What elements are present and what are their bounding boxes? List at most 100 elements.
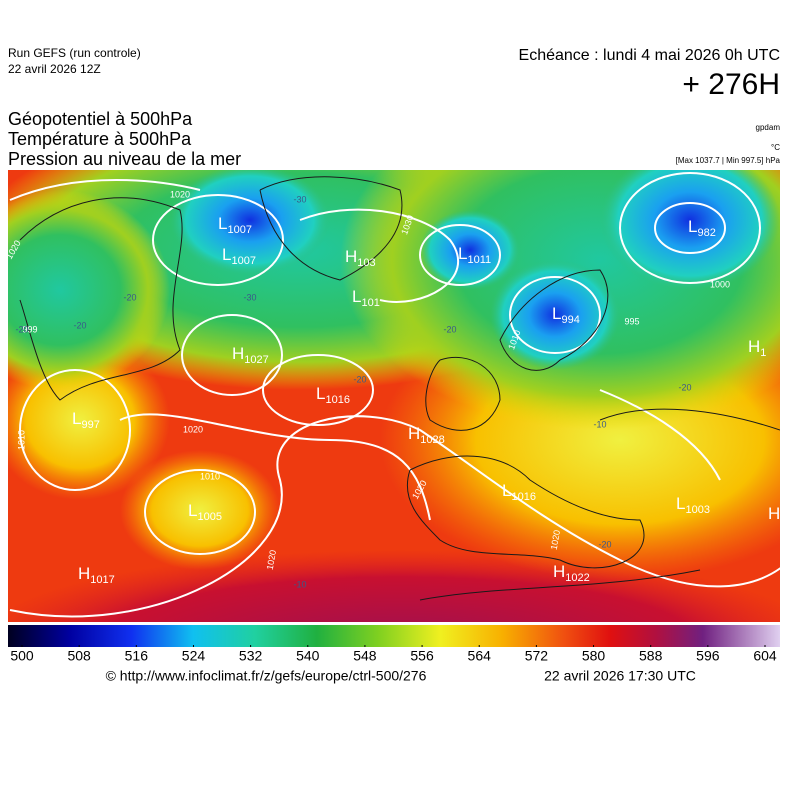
unit: [Max 1037.7 | Min 997.5] hPa [676,156,781,165]
center-value: 1007 [227,224,251,236]
pressure-center: L982 [688,217,716,238]
center-letter: H [408,424,420,443]
isobar-label: 1020 [170,189,190,199]
pressure-center: L994 [552,304,580,325]
pressure-center: L1007 [218,214,252,235]
center-value: 1022 [565,572,589,584]
valid-time: Echéance : lundi 4 mai 2026 0h UTC [519,47,780,64]
center-value: 1007 [231,255,255,267]
center-letter: L [222,245,231,264]
isobar-label: 1020 [265,549,278,570]
colorbar-tick-label: 540 [296,648,320,664]
footer-date: 22 avril 2026 17:30 UTC [544,668,696,684]
center-letter: H [232,344,244,363]
colorbar-tick-label: 588 [639,648,663,664]
isobar-label: 1010 [200,471,220,481]
temperature-label: -20 [353,374,366,384]
center-letter: L [458,244,467,263]
run-label: Run GEFS (run controle) [8,46,141,60]
center-value: 1028 [420,434,444,446]
isobar-label: 1020 [549,529,562,550]
isobar-label: 999 [22,324,37,334]
temperature-label: -20 [678,382,691,392]
pressure-center: L1005 [188,501,222,522]
pressure-center: L1016 [316,384,350,405]
pressure-center: H1 [748,337,766,358]
center-letter: L [688,217,697,236]
center-value: 994 [561,314,579,326]
pressure-center: L1003 [676,494,710,515]
colorbar-tick-label: 524 [182,648,206,664]
temperature-label: -20 [598,539,611,549]
colorbar-tick-label: 604 [753,648,777,664]
unit: gpdam [756,123,781,132]
center-value: 1005 [197,511,221,523]
run-date: 22 avril 2026 12Z [8,62,101,76]
center-letter: L [502,481,511,500]
pressure-center: L997 [72,409,100,430]
temperature-label: -20 [73,320,86,330]
pressure-center: H1017 [78,564,115,585]
temperature-label: -20 [15,324,28,334]
isobar-label: 1000 [710,279,730,289]
pressure-center: H1022 [553,562,590,583]
pressure-center: H [768,504,780,523]
footer-source: © http://www.infoclimat.fr/z/gefs/europe… [106,668,427,684]
pressure-center: H1028 [408,424,445,445]
center-value: 1 [760,347,766,359]
colorbar-tick-label: 532 [239,648,263,664]
colorbar-tick-label: 556 [410,648,434,664]
center-value: 997 [81,419,99,431]
colorbar-tick-label: 580 [582,648,606,664]
pressure-center: H103 [345,247,376,268]
center-value: 982 [697,227,715,239]
isobars [9,172,780,618]
colorbar-tick-label: 548 [353,648,377,664]
center-letter: H [748,337,760,356]
isobar-label: 1010 [16,430,26,450]
center-letter: H [345,247,357,266]
center-value: 1011 [467,254,491,266]
pressure-center: L101 [352,287,380,308]
center-letter: L [218,214,227,233]
colorbar [8,625,780,647]
isobar-label: 1020 [183,424,203,434]
lead-time: + 276H [682,68,780,101]
colorbar-tick-label: 500 [10,648,34,664]
temperature-label: -10 [593,419,606,429]
temperature-label: -30 [243,292,256,302]
center-value: 101 [361,297,379,309]
center-value: 1027 [244,354,268,366]
colorbar-tick-label: 516 [125,648,149,664]
field-title: Température à 500hPa [8,129,192,149]
temperature-label: -20 [443,324,456,334]
isobar-label: 995 [624,316,639,326]
colorbar-tick-label: 572 [525,648,549,664]
center-letter: H [78,564,90,583]
center-letter: L [72,409,81,428]
colorbar-tick-label: 596 [696,648,720,664]
center-letter: L [188,501,197,520]
center-letter: H [553,562,565,581]
center-letter: L [552,304,561,323]
center-value: 1016 [325,394,349,406]
pressure-center: L1007 [222,245,256,266]
temperature-label: -20 [123,292,136,302]
temperature-label: -30 [293,194,306,204]
pressure-center: H1027 [232,344,269,365]
coastlines [19,176,780,601]
center-value: 1016 [511,491,535,503]
colorbar-tick-label: 508 [67,648,91,664]
center-letter: L [352,287,361,306]
unit: °C [771,143,780,152]
center-letter: L [316,384,325,403]
center-value: 1003 [685,504,709,516]
temperature-label: -10 [293,579,306,589]
center-value: 1017 [90,574,114,586]
field-title: Géopotentiel à 500hPa [8,109,193,129]
pressure-center: L1016 [502,481,536,502]
field-title: Pression au niveau de la mer [8,149,241,169]
